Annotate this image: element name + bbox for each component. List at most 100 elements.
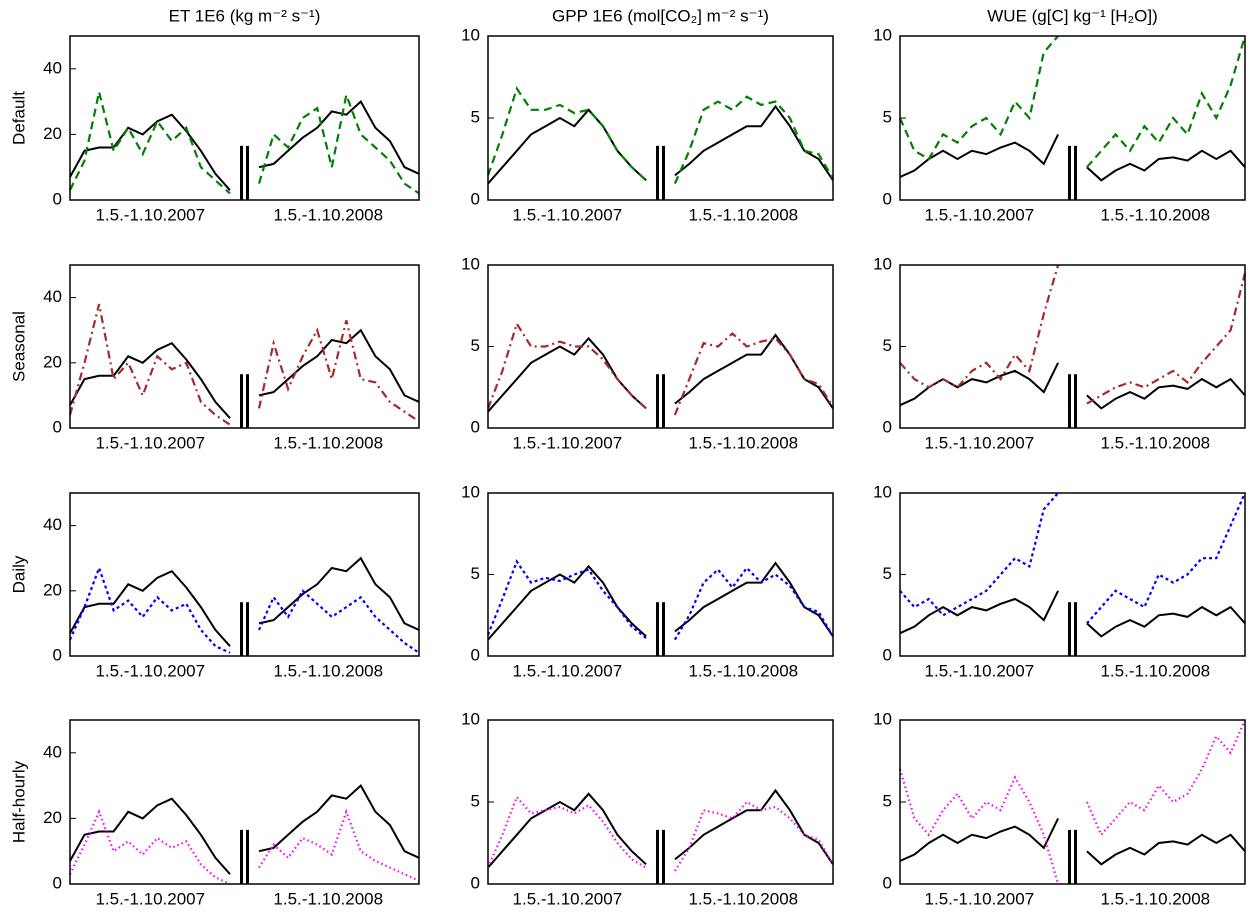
y-tick-label: 0 — [883, 873, 892, 892]
panel: 0 5 10 1.5.-1.10.2007 1.5.-1.10.2008 — [873, 482, 1247, 680]
column-title: WUE (g[C] kg⁻¹ [H₂O]) — [987, 6, 1157, 25]
series-line — [69, 808, 420, 886]
y-tick-label: 10 — [873, 254, 892, 273]
column-title: ET 1E6 (kg m⁻² s⁻¹) — [169, 6, 321, 25]
axes-frame — [487, 264, 834, 429]
panel: 0 5 10 1.5.-1.10.2007 1.5.-1.10.2008 — [461, 482, 834, 680]
axes-frame — [487, 35, 834, 201]
series-line — [486, 85, 834, 185]
series-line — [899, 362, 1246, 410]
period-label: 1.5.-1.10.2008 — [688, 661, 798, 680]
period-label: 1.5.-1.10.2008 — [273, 661, 383, 680]
period-label: 1.5.-1.10.2008 — [273, 889, 383, 908]
period-label: 1.5.-1.10.2007 — [95, 205, 205, 224]
series-line — [486, 321, 834, 416]
y-tick-label: 0 — [53, 873, 62, 892]
y-tick-label: 5 — [471, 791, 480, 810]
series-line — [487, 104, 834, 185]
panel: 0 20 40 1.5.-1.10.2007 1.5.-1.10.2008 — [43, 492, 420, 680]
y-tick-label: 40 — [43, 515, 62, 534]
panel: 0 5 10 1.5.-1.10.2007 1.5.-1.10.2008 — [461, 709, 834, 908]
y-tick-label: 0 — [471, 417, 480, 436]
row-label: Half-hourly — [9, 760, 28, 843]
y-tick-label: 40 — [43, 58, 62, 77]
y-tick-label: 0 — [883, 189, 892, 208]
y-tick-label: 5 — [471, 107, 480, 126]
column-title: GPP 1E6 (mol[CO₂] m⁻² s⁻¹) — [552, 6, 769, 25]
period-label: 1.5.-1.10.2007 — [513, 889, 623, 908]
period-label: 1.5.-1.10.2007 — [513, 661, 623, 680]
y-tick-label: 0 — [471, 189, 480, 208]
panel: 0 5 10 1.5.-1.10.2007 1.5.-1.10.2008 — [461, 254, 834, 452]
panel: 0 5 10 1.5.-1.10.2007 1.5.-1.10.2008 — [873, 25, 1247, 224]
y-tick-label: 10 — [461, 482, 480, 501]
y-tick-label: 0 — [53, 417, 62, 436]
series-line — [69, 556, 420, 647]
axes-frame — [899, 719, 1246, 885]
y-tick-label: 0 — [471, 645, 480, 664]
period-label: 1.5.-1.10.2008 — [1100, 433, 1210, 452]
series-line — [69, 90, 420, 195]
series-line — [898, 719, 1247, 885]
axes-frame — [899, 35, 1246, 201]
row-label: Seasonal — [9, 311, 28, 382]
series-line — [899, 133, 1246, 182]
axes-frame — [899, 492, 1246, 657]
panel: 0 20 40 1.5.-1.10.2007 1.5.-1.10.2008 — [43, 35, 420, 224]
series-line — [68, 564, 420, 654]
series-line — [487, 333, 834, 413]
series-line — [899, 264, 1247, 405]
y-tick-label: 5 — [883, 107, 892, 126]
y-tick-label: 5 — [471, 336, 480, 355]
axes-frame — [487, 719, 834, 885]
period-label: 1.5.-1.10.2007 — [925, 433, 1035, 452]
period-label: 1.5.-1.10.2008 — [1100, 889, 1210, 908]
y-tick-label: 5 — [471, 564, 480, 583]
period-label: 1.5.-1.10.2008 — [688, 433, 798, 452]
y-tick-label: 10 — [873, 482, 892, 501]
y-tick-label: 10 — [461, 254, 480, 273]
y-tick-label: 40 — [43, 742, 62, 761]
period-label: 1.5.-1.10.2008 — [1100, 205, 1210, 224]
axes-frame — [69, 719, 420, 885]
y-tick-label: 0 — [53, 189, 62, 208]
series-line — [899, 590, 1246, 638]
y-tick-label: 0 — [883, 645, 892, 664]
series-line — [69, 100, 420, 191]
y-tick-label: 5 — [883, 564, 892, 583]
y-tick-label: 5 — [883, 791, 892, 810]
panel: 0 20 40 1.5.-1.10.2007 1.5.-1.10.2008 — [43, 264, 420, 452]
period-label: 1.5.-1.10.2008 — [273, 205, 383, 224]
row-label: Daily — [9, 555, 28, 593]
y-tick-label: 10 — [873, 709, 892, 728]
series-line — [487, 788, 834, 869]
series-line — [899, 492, 1247, 625]
period-label: 1.5.-1.10.2008 — [1100, 661, 1210, 680]
period-label: 1.5.-1.10.2007 — [925, 661, 1035, 680]
period-label: 1.5.-1.10.2008 — [688, 205, 798, 224]
panel: 0 20 40 1.5.-1.10.2007 1.5.-1.10.2008 — [43, 719, 420, 908]
period-label: 1.5.-1.10.2007 — [925, 205, 1035, 224]
axes-frame — [69, 492, 420, 657]
period-label: 1.5.-1.10.2007 — [513, 205, 623, 224]
period-label: 1.5.-1.10.2007 — [513, 433, 623, 452]
series-line — [69, 784, 420, 875]
y-tick-label: 40 — [43, 287, 62, 306]
y-tick-label: 20 — [43, 124, 62, 143]
series-line — [486, 559, 834, 641]
y-tick-label: 0 — [883, 417, 892, 436]
y-tick-label: 10 — [873, 25, 892, 44]
period-label: 1.5.-1.10.2007 — [925, 889, 1035, 908]
panel: 0 5 10 1.5.-1.10.2007 1.5.-1.10.2008 — [461, 25, 834, 224]
y-tick-label: 10 — [461, 709, 480, 728]
period-label: 1.5.-1.10.2007 — [95, 661, 205, 680]
panel: 0 5 10 1.5.-1.10.2007 1.5.-1.10.2008 — [873, 709, 1247, 908]
period-label: 1.5.-1.10.2008 — [273, 433, 383, 452]
axes-frame — [69, 264, 420, 429]
axes-frame — [487, 492, 834, 657]
period-label: 1.5.-1.10.2007 — [95, 433, 205, 452]
panel: 0 5 10 1.5.-1.10.2007 1.5.-1.10.2008 — [873, 254, 1247, 452]
y-tick-label: 5 — [883, 336, 892, 355]
y-tick-label: 20 — [43, 580, 62, 599]
row-label: Default — [9, 91, 28, 145]
